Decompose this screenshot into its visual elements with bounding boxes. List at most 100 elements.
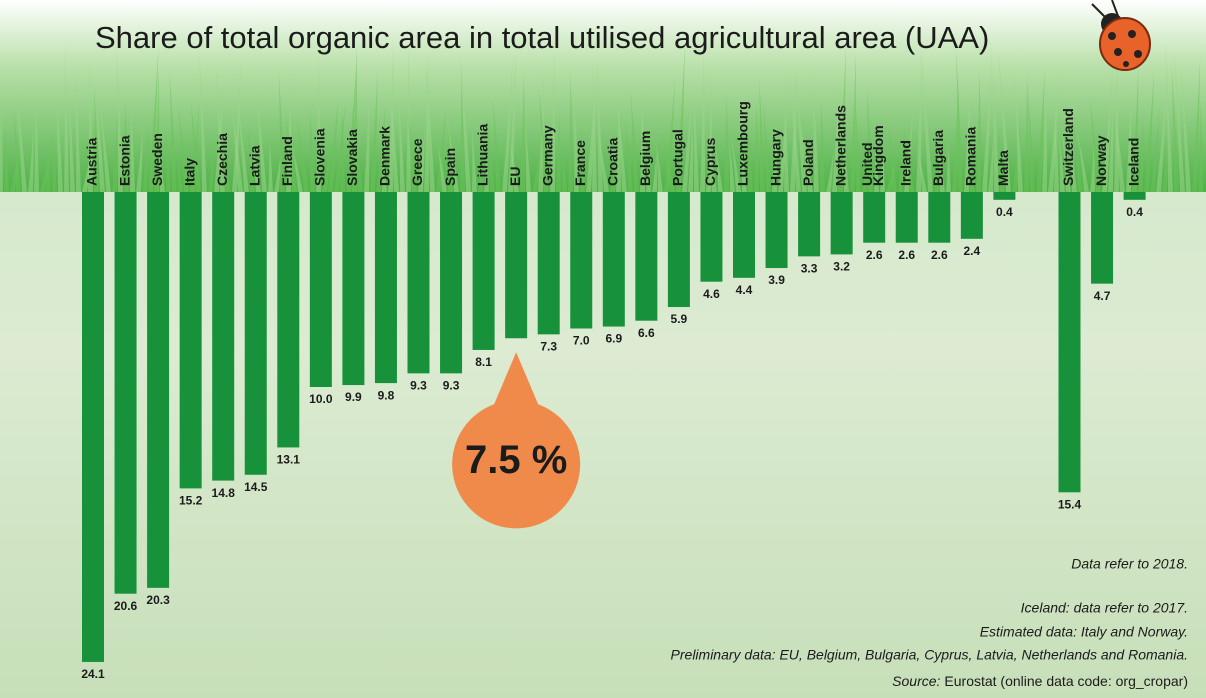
value-label: 2.6 <box>898 248 915 262</box>
bar <box>82 192 104 662</box>
note: Data refer to 2018. <box>1071 556 1188 572</box>
value-label: 4.7 <box>1094 289 1111 303</box>
bar <box>277 192 299 447</box>
x-tick-label: Germany <box>539 125 555 186</box>
note: Estimated data: Italy and Norway. <box>980 624 1188 640</box>
value-label: 2.6 <box>866 248 883 262</box>
bar <box>863 192 885 243</box>
value-label: 9.3 <box>410 379 427 393</box>
x-tick-label: Estonia <box>116 135 132 186</box>
bar <box>700 192 722 282</box>
bar <box>928 192 950 243</box>
x-tick-label: Sweden <box>149 133 165 186</box>
bar <box>798 192 820 256</box>
x-tick-label: Portugal <box>670 129 686 186</box>
value-label: 7.5 % <box>465 438 567 482</box>
bar <box>603 192 625 327</box>
bar <box>310 192 332 387</box>
note: Preliminary data: EU, Belgium, Bulgaria,… <box>671 647 1188 663</box>
value-label: 15.2 <box>179 494 203 508</box>
bar <box>375 192 397 383</box>
value-label: 0.4 <box>996 205 1013 219</box>
x-tick-label: Slovakia <box>344 129 360 186</box>
x-tick-label: France <box>572 140 588 186</box>
x-tick-label: Cyprus <box>702 138 718 186</box>
source: Source:Eurostat (online data code: org_c… <box>892 673 1188 689</box>
value-label: 14.5 <box>244 480 268 494</box>
bar <box>570 192 592 329</box>
x-tick-label: Malta <box>995 150 1011 186</box>
x-tick-label: Poland <box>800 139 816 186</box>
x-tick-label: Luxembourg <box>735 101 751 186</box>
bar <box>896 192 918 243</box>
x-tick-label: Slovenia <box>312 128 328 186</box>
bar <box>635 192 657 321</box>
x-tick-label: Spain <box>442 148 458 186</box>
value-label: 3.3 <box>801 262 818 276</box>
value-label: 6.6 <box>638 326 655 340</box>
x-tick-label: Hungary <box>767 129 783 186</box>
bar <box>342 192 364 385</box>
value-label: 10.0 <box>309 392 333 406</box>
bar <box>440 192 462 373</box>
bar <box>147 192 169 588</box>
x-tick-label: Denmark <box>377 126 393 186</box>
bar <box>733 192 755 278</box>
value-label: 2.6 <box>931 248 948 262</box>
bar <box>993 192 1015 200</box>
x-tick-label: EU <box>507 167 523 186</box>
bar <box>1091 192 1113 284</box>
value-label: 6.9 <box>605 332 622 346</box>
value-label: 5.9 <box>671 312 688 326</box>
value-label: 13.1 <box>277 453 301 467</box>
bar <box>115 192 137 594</box>
value-label: 14.8 <box>212 486 236 500</box>
value-label: 4.4 <box>736 283 753 297</box>
chart-title: Share of total organic area in total uti… <box>95 20 989 55</box>
x-tick-label: Croatia <box>605 138 621 186</box>
bar <box>180 192 202 488</box>
value-label: 7.0 <box>573 334 590 348</box>
value-label: 3.9 <box>768 273 785 287</box>
value-label: 0.4 <box>1126 205 1143 219</box>
x-tick-label: Lithuania <box>474 124 490 186</box>
x-tick-label: Czechia <box>214 133 230 186</box>
bar <box>766 192 788 268</box>
bar <box>1059 192 1081 492</box>
bar <box>505 192 527 338</box>
bar <box>831 192 853 254</box>
value-label: 2.4 <box>964 244 981 258</box>
value-label: 9.9 <box>345 390 362 404</box>
bar <box>538 192 560 334</box>
value-label: 15.4 <box>1058 497 1082 511</box>
note: Iceland: data refer to 2017. <box>1021 600 1188 616</box>
value-label: 9.8 <box>378 388 395 402</box>
bar <box>668 192 690 307</box>
value-label: 8.1 <box>475 355 492 369</box>
value-label: 9.3 <box>443 379 460 393</box>
value-label: 24.1 <box>81 667 105 681</box>
bar <box>1124 192 1146 200</box>
bar <box>408 192 430 373</box>
x-tick-label: Norway <box>1093 135 1109 186</box>
x-tick-label: Belgium <box>637 131 653 186</box>
x-tick-label: Ireland <box>897 140 913 186</box>
chart: Share of total organic area in total uti… <box>0 0 1206 698</box>
value-label: 20.3 <box>146 593 170 607</box>
bar <box>245 192 267 475</box>
source-text: Eurostat (online data code: org_cropar) <box>944 673 1188 689</box>
x-tick-label: Austria <box>84 138 100 186</box>
bar <box>961 192 983 239</box>
x-tick-label: Latvia <box>246 145 262 186</box>
x-tick-label: Switzerland <box>1060 108 1076 186</box>
value-label: 20.6 <box>114 599 138 613</box>
x-tick-label: Netherlands <box>832 105 848 186</box>
x-tick-label: Finland <box>279 136 295 186</box>
value-label: 3.2 <box>833 260 850 274</box>
x-tick-label: Bulgaria <box>930 130 946 186</box>
value-label: 7.3 <box>540 340 557 354</box>
x-tick-label: Italy <box>181 158 197 186</box>
x-tick-label: Iceland <box>1125 138 1141 186</box>
bar <box>473 192 495 350</box>
x-tick-label: Romania <box>963 127 979 186</box>
